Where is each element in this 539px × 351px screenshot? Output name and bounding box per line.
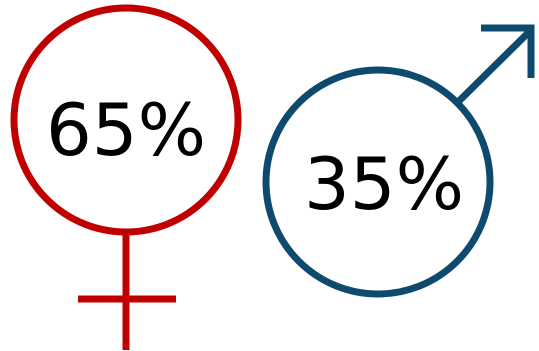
female-percentage: 65% xyxy=(46,88,206,172)
mars-shaft xyxy=(455,27,534,105)
mars-icon: 35% xyxy=(262,24,535,298)
venus-icon: 65% xyxy=(10,4,242,350)
mars-arrowhead xyxy=(481,24,535,78)
mars-ring xyxy=(262,66,494,298)
male-percentage: 35% xyxy=(304,142,464,226)
